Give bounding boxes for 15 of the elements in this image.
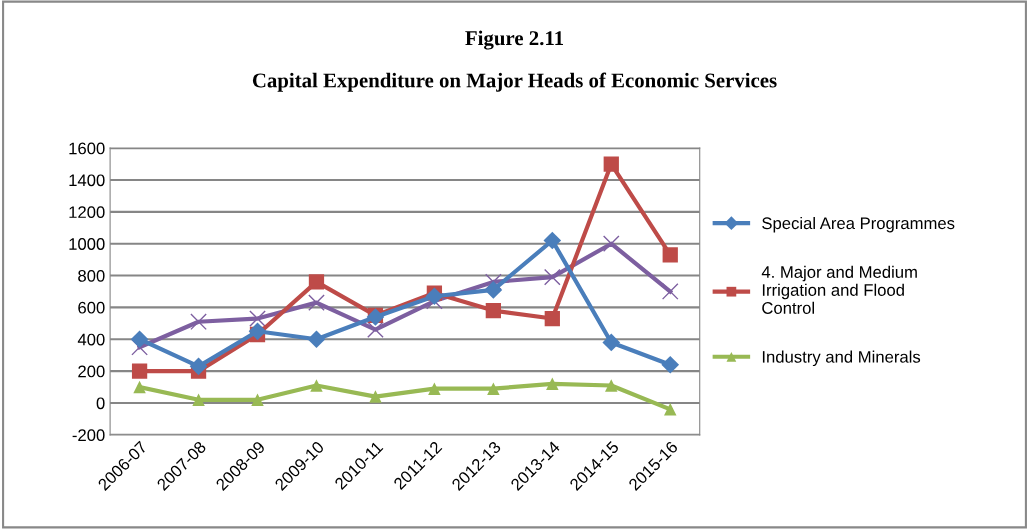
y-tick-label: 0 (96, 397, 105, 410)
y-tick-label: 1200 (69, 206, 105, 219)
y-tick-label: 1400 (69, 174, 105, 187)
y-tick-label: -200 (72, 429, 105, 442)
y-tick-label: 400 (77, 333, 105, 346)
chart-title: Figure 2.11 (465, 30, 564, 50)
legend-label: Industry and Minerals (762, 350, 921, 367)
y-tick-label: 600 (78, 301, 105, 314)
legend-label: Special Area Programmes (762, 216, 955, 233)
legend-label: 4. Major and Medium Irrigation and Flood Control (761, 265, 917, 314)
y-tick-label: 1000 (69, 238, 105, 250)
y-tick-label: 800 (78, 269, 105, 282)
y-tick-label: 1600 (69, 142, 105, 155)
y-tick-label: 200 (78, 365, 105, 378)
chart-subtitle: Capital Expenditure on Major Heads of Economic Services (252, 72, 777, 92)
